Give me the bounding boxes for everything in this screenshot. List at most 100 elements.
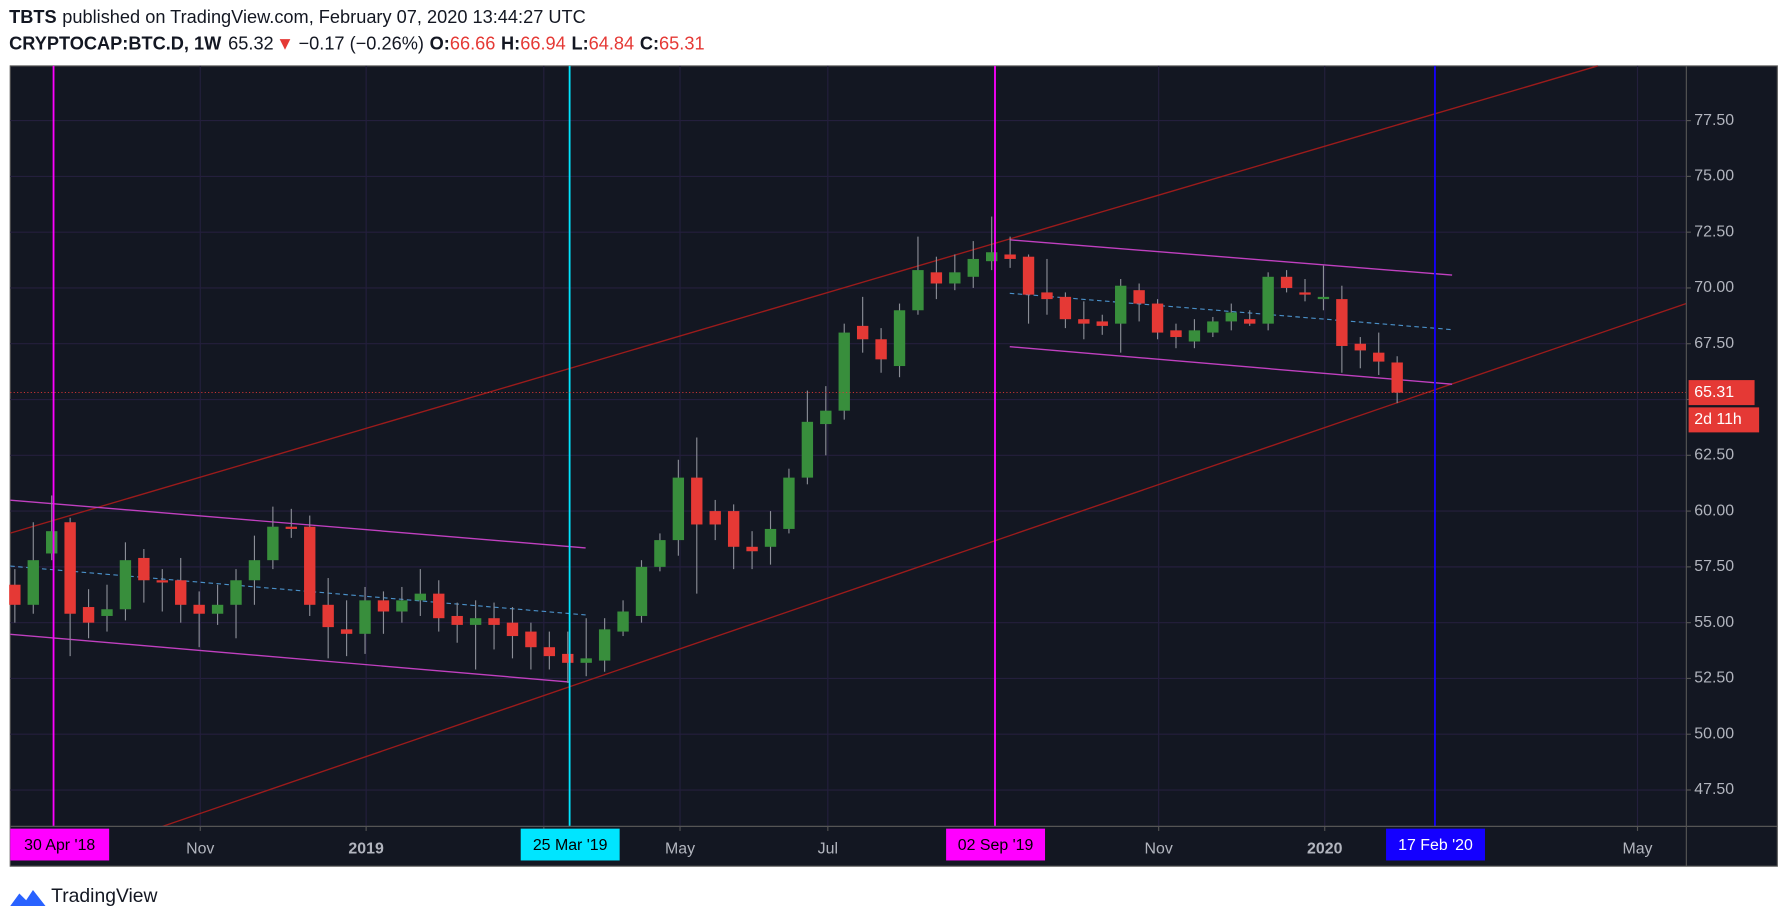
y-tick-label: 47.50 (1694, 781, 1734, 798)
channel-line (1009, 346, 1453, 385)
chart-pane (9, 65, 1778, 867)
candle-body (1225, 312, 1237, 322)
channel-line (10, 633, 570, 683)
candle-body (119, 560, 132, 610)
ohlc-value: 66.94 (520, 33, 566, 53)
y-tick-label: 77.50 (1694, 112, 1734, 129)
candle-body (304, 526, 316, 605)
candle-body (985, 252, 998, 262)
candle-body (193, 604, 205, 614)
candle-body (27, 560, 39, 605)
candle-body (1151, 303, 1164, 333)
candle-body (1078, 319, 1090, 324)
candle-body (617, 611, 629, 632)
candle-body (1373, 352, 1385, 362)
x-tick-label: Jul (818, 840, 838, 857)
symbol: CRYPTOCAP:BTC.D, 1W (9, 33, 222, 53)
candle-body (101, 609, 113, 616)
grid (10, 65, 1687, 827)
logo-icon (10, 890, 46, 906)
candle-body (322, 604, 334, 628)
candle-body (1059, 296, 1072, 320)
candle-body (875, 339, 887, 360)
y-tick-label: 70.00 (1694, 279, 1734, 296)
candle-body (1170, 330, 1182, 338)
candle-body (525, 631, 537, 648)
time-marker-box (1386, 828, 1485, 861)
y-tick-label: 67.50 (1694, 335, 1734, 352)
candle-body (856, 325, 869, 340)
candle-body (1262, 276, 1274, 324)
header-line: TBTS published on TradingView.com, Februa… (9, 7, 586, 27)
ohlc-label: L: (571, 33, 588, 53)
candle-body (82, 607, 95, 623)
candle-body (451, 615, 463, 625)
candle-body (691, 477, 703, 525)
ohlc-label: O: (430, 33, 450, 53)
trend-line (10, 65, 1598, 534)
candle-body (1133, 290, 1145, 304)
brand-logo: TradingView (10, 886, 158, 907)
candle-body (893, 310, 906, 367)
y-tick-label: 75.00 (1694, 168, 1734, 185)
candle-body (635, 566, 648, 616)
candle-body (285, 526, 297, 529)
ohlc-value: 65.31 (659, 33, 705, 53)
candle-body (64, 522, 76, 614)
candle-body (267, 526, 279, 561)
candle-body (820, 410, 832, 425)
candle-body (672, 477, 685, 541)
candle-body (1207, 321, 1219, 333)
candle-body (967, 258, 979, 277)
candle-body (1004, 254, 1016, 259)
candle-body (764, 528, 777, 547)
candle-body (1299, 292, 1311, 295)
countdown-box (1688, 407, 1760, 433)
price-label: 65.31 (1694, 384, 1734, 401)
x-tick-label: Nov (1145, 840, 1173, 857)
drawings (10, 65, 1687, 828)
candle-body (396, 600, 408, 612)
candle-body (340, 629, 353, 634)
candle-body (801, 421, 814, 478)
ohlc-label: H: (501, 33, 520, 53)
candle-body (838, 332, 850, 411)
candle-body (598, 629, 611, 661)
candle-body (1096, 321, 1108, 326)
channel-line (1009, 239, 1453, 276)
candle-body (912, 270, 924, 311)
time-marker-label: 30 Apr '18 (24, 837, 95, 854)
candle-body (930, 272, 943, 284)
candle-body (46, 531, 58, 554)
candle-body (580, 658, 592, 663)
candle-body (377, 600, 390, 612)
candle-body (746, 546, 758, 552)
ohlc-value: 66.66 (450, 33, 496, 53)
candle-body (1115, 285, 1127, 324)
channel-mid (1009, 292, 1453, 331)
candle-body (1317, 296, 1330, 300)
publisher: TBTS (9, 7, 57, 27)
candle-body (949, 272, 961, 284)
symbol-line: CRYPTOCAP:BTC.D, 1W 65.32 ▼ −0.17 (−0.26%) O… (9, 33, 704, 53)
y-tick-label: 60.00 (1694, 502, 1734, 519)
candle-body (433, 593, 445, 619)
time-marker-box (946, 828, 1046, 861)
y-tick-label: 55.00 (1694, 614, 1734, 631)
channel-mid (10, 565, 586, 616)
candle-body (1022, 256, 1035, 295)
ohlc-value: 64.84 (589, 33, 635, 53)
countdown: 2d 11h (1694, 411, 1741, 428)
price-label-box (1688, 380, 1755, 406)
time-marker-box (520, 828, 620, 861)
candle-body (469, 618, 482, 625)
candle-body (175, 580, 187, 605)
candles (9, 216, 1403, 683)
candle-body (1354, 343, 1366, 351)
candle-body (230, 580, 242, 605)
x-tick-label: May (1622, 840, 1652, 857)
time-marker-label: 02 Sep '19 (958, 837, 1034, 854)
candle-body (654, 540, 666, 567)
